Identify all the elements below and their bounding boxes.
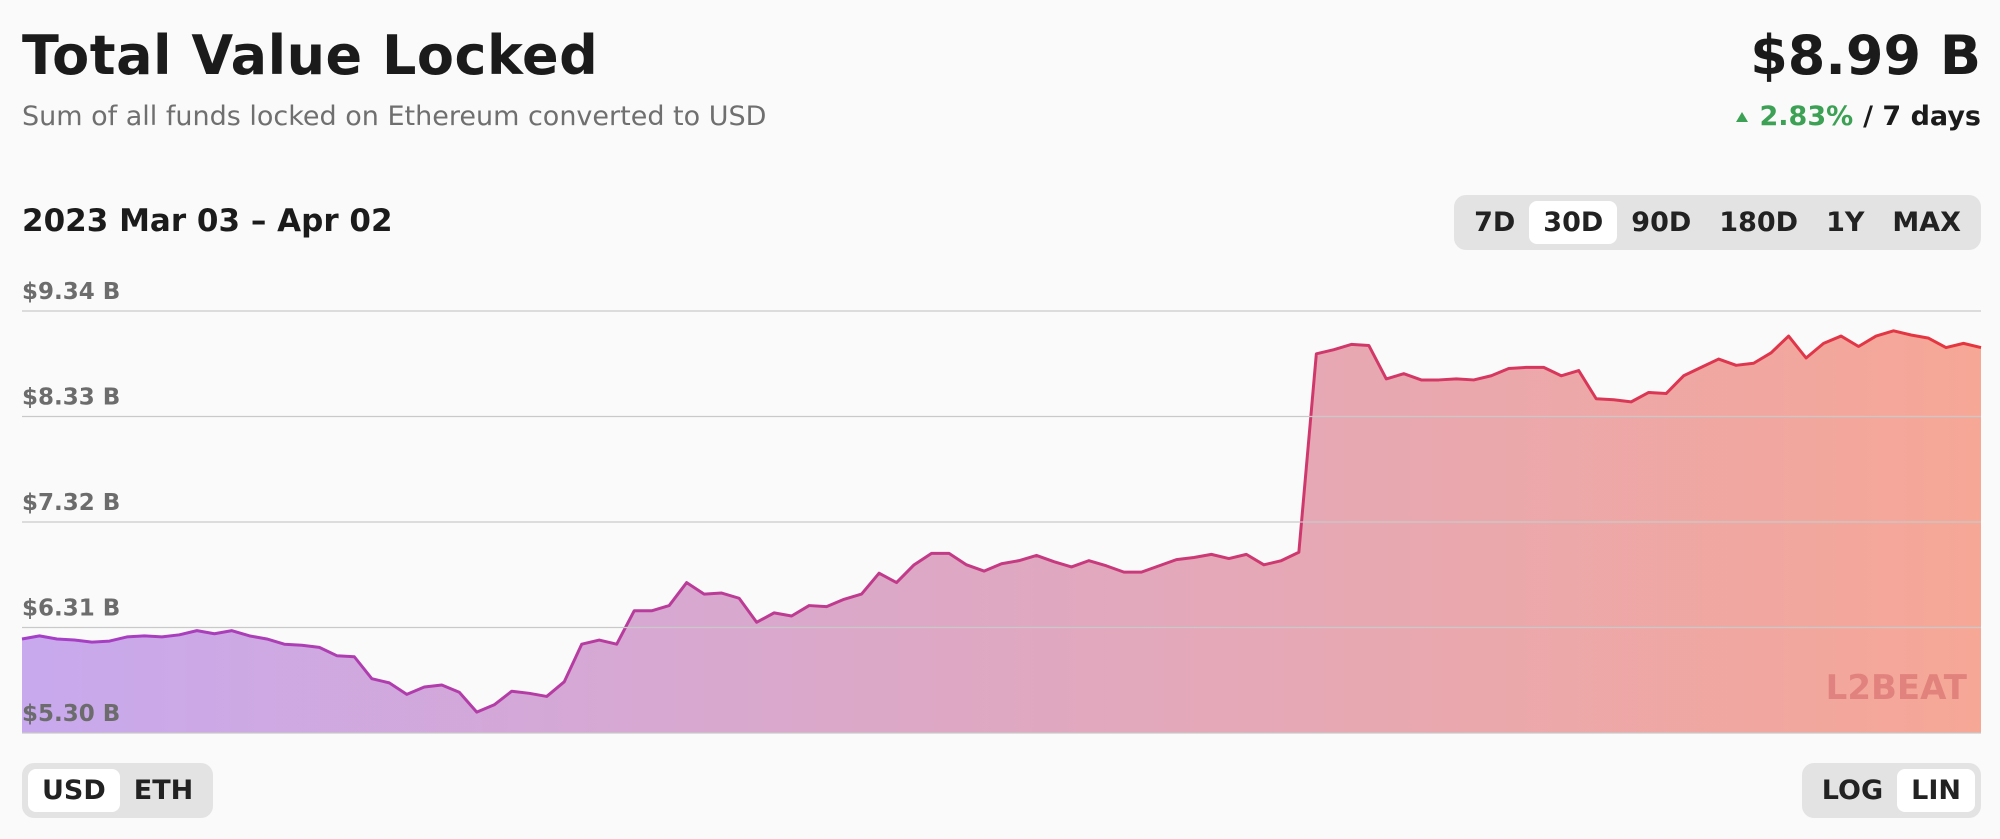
change-row: 2.83% / 7 days (1735, 101, 1981, 132)
title: Total Value Locked (22, 24, 599, 87)
toggle-button[interactable]: 30D (1529, 201, 1618, 244)
toggle-button[interactable]: LIN (1897, 769, 1975, 812)
toggle-button[interactable]: 90D (1631, 207, 1692, 238)
toggle-button[interactable]: 1Y (1826, 207, 1865, 238)
range-buttons: 7D 30D 90D 180D 1Y MAX (1454, 195, 1981, 250)
toggle-button[interactable]: MAX (1892, 207, 1961, 238)
y-tick-label: $7.32 B (22, 490, 120, 516)
up-arrow (1736, 111, 1749, 122)
line (21, 329, 1982, 714)
change: 2.83% (1759, 101, 1854, 132)
y-tick-label: $5.30 B (22, 701, 120, 727)
toggle-button[interactable]: LOG (1821, 775, 1884, 806)
y-tick-label: $9.34 B (22, 279, 120, 305)
toggle-button[interactable]: 180D (1719, 207, 1799, 238)
watermark: L2BEAT (1826, 668, 1968, 708)
scale-buttons: LOG LIN (1801, 763, 1981, 818)
y-tick-label: $8.33 B (22, 385, 120, 411)
subtitle: Sum of all funds locked on Ethereum conv… (22, 101, 767, 132)
period: / 7 days (1863, 101, 1981, 132)
date-range: 2023 Mar 03 – Apr 02 (22, 203, 393, 239)
toggle-button[interactable]: ETH (133, 775, 194, 806)
toggle-button[interactable]: USD (28, 769, 120, 812)
unit-buttons: USD ETH (22, 763, 214, 818)
y-tick-label: $6.31 B (22, 596, 120, 622)
tvl-value: $8.99 B (1750, 24, 1981, 87)
toggle-button[interactable]: 7D (1474, 207, 1516, 238)
area (22, 330, 1981, 733)
